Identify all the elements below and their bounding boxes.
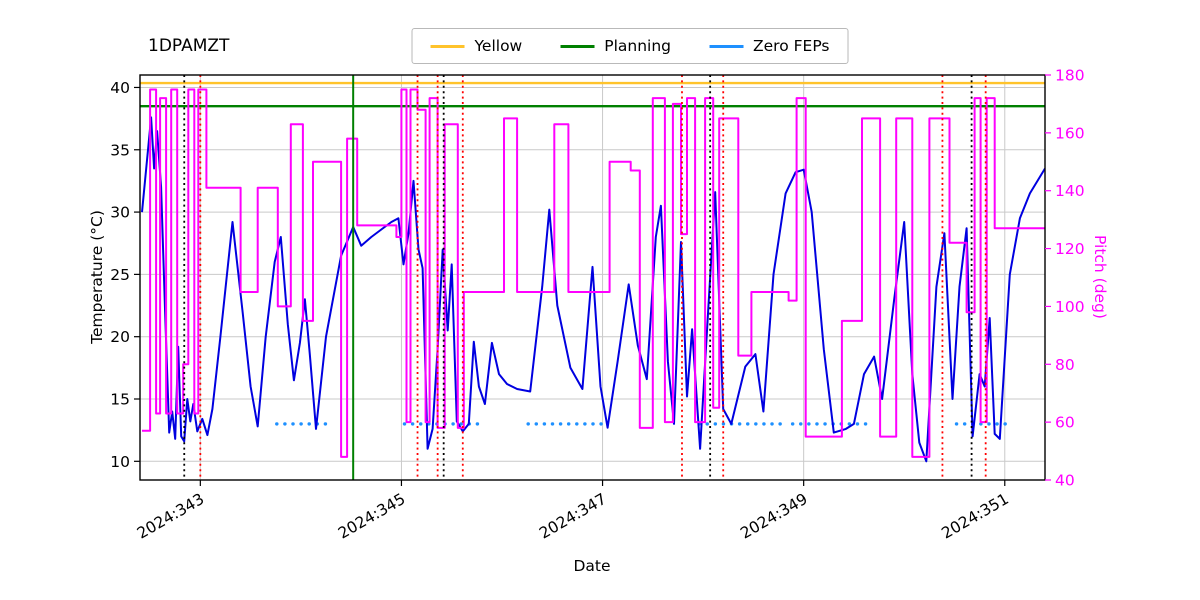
y-left-tick-label: 35	[110, 141, 130, 159]
x-tick-label: 2024:351	[938, 490, 1011, 543]
y-right-tick-label: 180	[1055, 67, 1085, 85]
y-left-tick-label: 10	[110, 453, 130, 471]
y-left-tick-label: 20	[110, 328, 130, 346]
y-left-tick-label: 40	[110, 79, 130, 97]
y-left-tick-label: 15	[110, 391, 130, 409]
y-right-tick-label: 80	[1055, 356, 1075, 374]
legend: Yellow Planning Zero FEPs	[411, 28, 849, 64]
legend-line-swatch	[709, 44, 744, 48]
legend-item-planning: Planning	[560, 37, 671, 55]
y-right-tick-label: 100	[1055, 298, 1085, 316]
x-tick-label: 2024:347	[536, 490, 609, 543]
legend-item-zero-feps: Zero FEPs	[709, 37, 829, 55]
legend-item-yellow: Yellow	[430, 37, 523, 55]
legend-label: Yellow	[474, 37, 523, 55]
y-right-tick-label: 140	[1055, 182, 1085, 200]
y-right-tick-label: 160	[1055, 124, 1085, 142]
pitch-series-line	[142, 88, 1045, 458]
x-axis-label: Date	[573, 557, 611, 575]
chart-title: 1DPAMZT	[148, 36, 230, 56]
x-tick-label: 2024:343	[134, 490, 207, 543]
legend-label: Planning	[604, 37, 672, 55]
y-left-tick-label: 25	[110, 266, 130, 284]
y-right-tick-label: 40	[1055, 472, 1075, 490]
x-tick-label: 2024:345	[335, 490, 408, 543]
y-right-tick-label: 60	[1055, 414, 1075, 432]
y-right-tick-label: 120	[1055, 240, 1085, 258]
y-left-tick-label: 30	[110, 204, 130, 222]
legend-line-swatch	[430, 44, 465, 48]
plot-inner	[140, 75, 1045, 480]
legend-line-swatch	[560, 44, 595, 48]
axes-frame	[139, 74, 1046, 481]
x-tick-label: 2024:349	[737, 490, 810, 543]
legend-label: Zero FEPs	[753, 37, 830, 55]
